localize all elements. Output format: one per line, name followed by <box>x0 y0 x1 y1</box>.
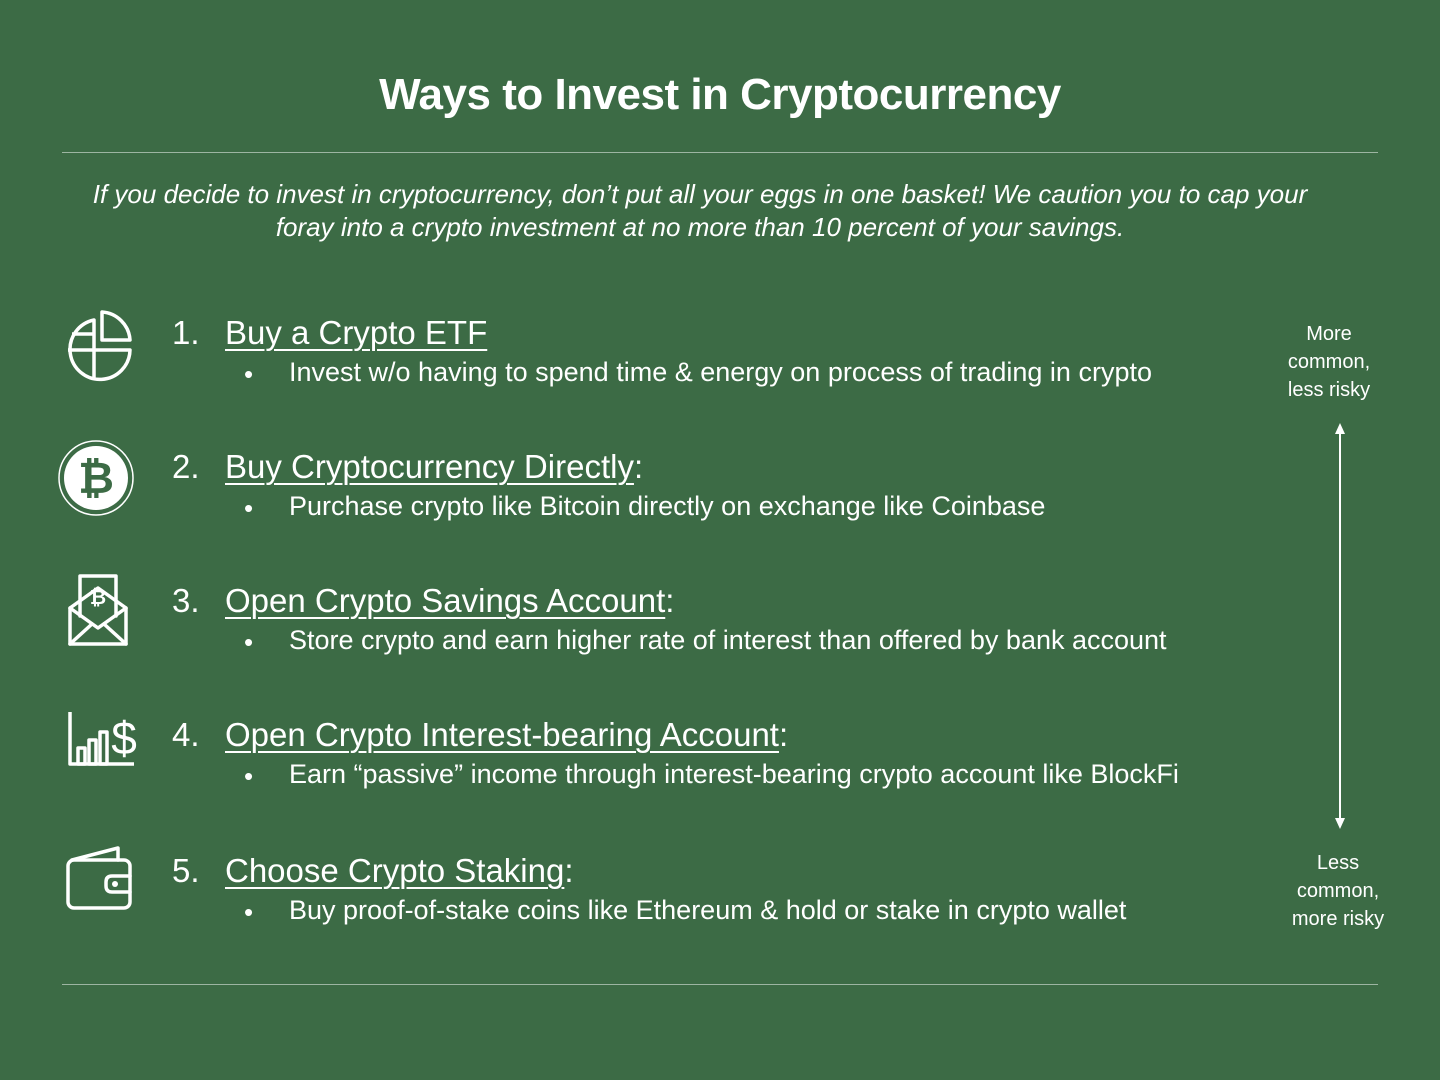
envelope-bitcoin-icon: ₿ <box>58 574 138 654</box>
item-description: Earn “passive” income through interest-b… <box>289 759 1179 790</box>
item-description: Buy proof-of-stake coins like Ethereum &… <box>289 895 1126 926</box>
bullet: • <box>244 761 253 792</box>
item-heading: Open Crypto Savings Account: <box>225 582 674 620</box>
item-heading-link[interactable]: Open Crypto Savings Account <box>225 582 665 619</box>
item-heading-link[interactable]: Open Crypto Interest-bearing Account <box>225 716 779 753</box>
item-number: 5. <box>172 852 200 890</box>
item-heading: Choose Crypto Staking: <box>225 852 574 890</box>
bullet: • <box>244 627 253 658</box>
page-title: Ways to Invest in Cryptocurrency <box>0 70 1440 120</box>
item-description: Store crypto and earn higher rate of int… <box>289 625 1167 656</box>
wallet-icon <box>58 844 138 924</box>
item-number: 4. <box>172 716 200 754</box>
list-item-savings: ₿ 3. Open Crypto Savings Account: • Stor… <box>0 582 1300 702</box>
bullet: • <box>244 493 253 524</box>
item-heading-link[interactable]: Choose Crypto Staking <box>225 852 564 889</box>
item-heading-link[interactable]: Buy a Crypto ETF <box>225 314 487 351</box>
svg-text:₿: ₿ <box>90 585 106 609</box>
svg-text:$: $ <box>111 712 137 764</box>
list-item-interest: $ 4. Open Crypto Interest-bearing Accoun… <box>0 716 1300 836</box>
bar-chart-dollar-icon: $ <box>58 708 138 788</box>
item-description: Purchase crypto like Bitcoin directly on… <box>289 491 1045 522</box>
pie-chart-icon <box>58 306 138 386</box>
list-item-staking: 5. Choose Crypto Staking: • Buy proof-of… <box>0 852 1300 972</box>
item-number: 1. <box>172 314 200 352</box>
item-number: 2. <box>172 448 200 486</box>
scale-bottom-label: Less common, more risky <box>1268 849 1408 933</box>
bottom-divider <box>62 984 1378 985</box>
list-item-direct: ₿ 2. Buy Cryptocurrency Directly: • Purc… <box>0 448 1300 568</box>
bitcoin-icon: ₿ <box>58 440 138 520</box>
svg-text:₿: ₿ <box>78 453 114 504</box>
subtitle: If you decide to invest in cryptocurrenc… <box>90 178 1310 244</box>
item-heading: Open Crypto Interest-bearing Account: <box>225 716 788 754</box>
bullet: • <box>244 359 253 390</box>
item-number: 3. <box>172 582 200 620</box>
item-description: Invest w/o having to spend time & energy… <box>289 357 1152 388</box>
bullet: • <box>244 897 253 928</box>
item-heading: Buy Cryptocurrency Directly: <box>225 448 643 486</box>
list-item-etf: 1. Buy a Crypto ETF • Invest w/o having … <box>0 314 1300 434</box>
top-divider <box>62 152 1378 153</box>
double-arrow-icon <box>1330 420 1350 832</box>
item-heading-link[interactable]: Buy Cryptocurrency Directly <box>225 448 634 485</box>
item-heading: Buy a Crypto ETF <box>225 314 487 352</box>
scale-top-label: More common, less risky <box>1259 320 1399 404</box>
